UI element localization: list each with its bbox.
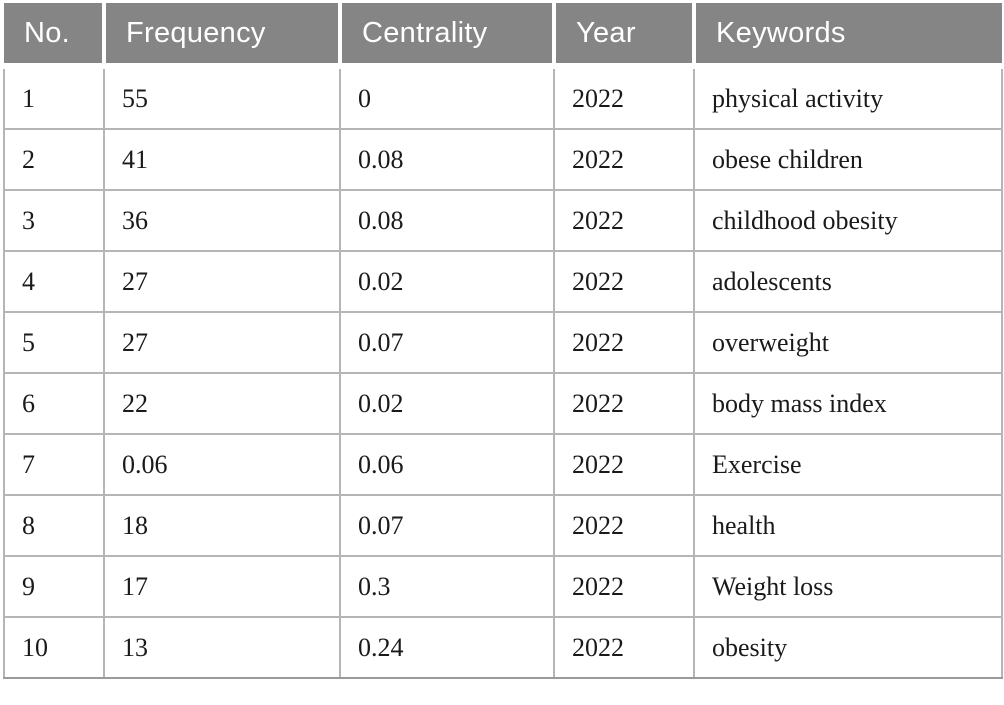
cell-centrality: 0.02 <box>339 250 555 313</box>
cell-frequency: 36 <box>103 189 341 252</box>
cell-frequency: 27 <box>103 311 341 374</box>
cell-centrality: 0.24 <box>339 616 555 679</box>
cell-no: 4 <box>3 250 105 313</box>
cell-centrality: 0.07 <box>339 311 555 374</box>
cell-year: 2022 <box>553 433 695 496</box>
cell-no: 6 <box>3 372 105 435</box>
cell-no: 2 <box>3 128 105 191</box>
cell-keywords: Exercise <box>693 433 1003 496</box>
table-row: 6 22 0.02 2022 body mass index <box>3 372 1003 435</box>
header-cell-centrality: Centrality <box>338 3 554 69</box>
cell-frequency: 27 <box>103 250 341 313</box>
cell-no: 10 <box>3 616 105 679</box>
cell-centrality: 0.08 <box>339 128 555 191</box>
header-cell-year: Year <box>552 3 694 69</box>
cell-year: 2022 <box>553 311 695 374</box>
cell-year: 2022 <box>553 250 695 313</box>
table-row: 8 18 0.07 2022 health <box>3 494 1003 557</box>
cell-keywords: overweight <box>693 311 1003 374</box>
cell-year: 2022 <box>553 128 695 191</box>
cell-no: 3 <box>3 189 105 252</box>
cell-keywords: health <box>693 494 1003 557</box>
header-row: No. Frequency Centrality Year Keywords <box>4 3 1002 69</box>
cell-frequency: 13 <box>103 616 341 679</box>
cell-centrality: 0 <box>339 65 555 130</box>
cell-no: 1 <box>3 65 105 130</box>
cell-keywords: adolescents <box>693 250 1003 313</box>
table-row: 7 0.06 0.06 2022 Exercise <box>3 433 1003 496</box>
cell-year: 2022 <box>553 555 695 618</box>
cell-frequency: 17 <box>103 555 341 618</box>
table-body: 1 55 0 2022 physical activity 2 41 0.08 2022 obes… <box>3 65 1003 679</box>
cell-year: 2022 <box>553 372 695 435</box>
table-header: No. Frequency Centrality Year Keywords <box>4 3 1002 69</box>
cell-keywords: Weight loss <box>693 555 1003 618</box>
cell-year: 2022 <box>553 189 695 252</box>
keywords-frequency-table: No. Frequency Centrality Year Keywords 1… <box>3 3 1003 679</box>
cell-year: 2022 <box>553 65 695 130</box>
cell-keywords: physical activity <box>693 65 1003 130</box>
cell-frequency: 22 <box>103 372 341 435</box>
cell-frequency: 18 <box>103 494 341 557</box>
cell-year: 2022 <box>553 616 695 679</box>
table-row: 9 17 0.3 2022 Weight loss <box>3 555 1003 618</box>
cell-centrality: 0.08 <box>339 189 555 252</box>
table-row: 1 55 0 2022 physical activity <box>3 65 1003 130</box>
cell-keywords: body mass index <box>693 372 1003 435</box>
header-cell-no: No. <box>4 3 104 69</box>
table-row: 3 36 0.08 2022 childhood obesity <box>3 189 1003 252</box>
cell-no: 9 <box>3 555 105 618</box>
cell-no: 5 <box>3 311 105 374</box>
cell-keywords: childhood obesity <box>693 189 1003 252</box>
header-cell-keywords: Keywords <box>692 3 1002 69</box>
table-row: 4 27 0.02 2022 adolescents <box>3 250 1003 313</box>
cell-frequency: 0.06 <box>103 433 341 496</box>
cell-frequency: 55 <box>103 65 341 130</box>
cell-year: 2022 <box>553 494 695 557</box>
cell-centrality: 0.3 <box>339 555 555 618</box>
header-cell-frequency: Frequency <box>102 3 340 69</box>
table-row: 10 13 0.24 2022 obesity <box>3 616 1003 679</box>
cell-no: 7 <box>3 433 105 496</box>
cell-centrality: 0.06 <box>339 433 555 496</box>
cell-keywords: obesity <box>693 616 1003 679</box>
cell-frequency: 41 <box>103 128 341 191</box>
cell-no: 8 <box>3 494 105 557</box>
cell-centrality: 0.07 <box>339 494 555 557</box>
cell-keywords: obese children <box>693 128 1003 191</box>
table-row: 5 27 0.07 2022 overweight <box>3 311 1003 374</box>
cell-centrality: 0.02 <box>339 372 555 435</box>
table-row: 2 41 0.08 2022 obese children <box>3 128 1003 191</box>
